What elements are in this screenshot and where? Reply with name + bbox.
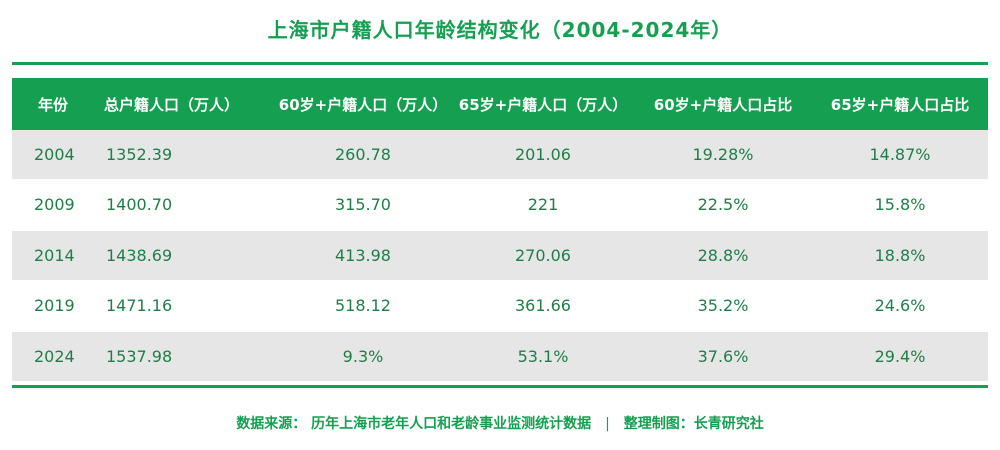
population-table: 年份 总户籍人口（万人） 60岁+户籍人口（万人） 65岁+户籍人口（万人） 6… — [12, 78, 988, 383]
header-60plus-share: 60岁+户籍人口占比 — [634, 78, 812, 130]
cell-year: 2014 — [12, 230, 104, 282]
cell-65plus-population: 221 — [452, 179, 634, 231]
cell-60plus-share: 35.2% — [634, 280, 812, 332]
cell-65plus-share: 14.87% — [812, 130, 988, 181]
cell-60plus-population: 9.3% — [274, 331, 452, 383]
cell-year: 2009 — [12, 179, 104, 231]
cell-total-population: 1352.39 — [104, 130, 274, 181]
cell-65plus-population: 361.66 — [452, 280, 634, 332]
cell-65plus-share: 15.8% — [812, 179, 988, 231]
header-60plus-population: 60岁+户籍人口（万人） — [274, 78, 452, 130]
top-divider — [12, 62, 988, 65]
footer-separator: | — [605, 416, 610, 432]
header-65plus-population: 65岁+户籍人口（万人） — [452, 78, 634, 130]
cell-total-population: 1471.16 — [104, 280, 274, 332]
cell-60plus-population: 315.70 — [274, 179, 452, 231]
cell-65plus-share: 24.6% — [812, 280, 988, 332]
cell-60plus-population: 518.12 — [274, 280, 452, 332]
cell-60plus-share: 22.5% — [634, 179, 812, 231]
cell-total-population: 1537.98 — [104, 331, 274, 383]
cell-60plus-share: 28.8% — [634, 230, 812, 282]
cell-60plus-share: 37.6% — [634, 331, 812, 383]
footer: 数据来源： 历年上海市老年人口和老龄事业监测统计数据 | 整理制图：长青研究社 — [0, 413, 1000, 433]
cell-60plus-share: 19.28% — [634, 130, 812, 181]
table-row: 2019 1471.16 518.12 361.66 35.2% 24.6% — [12, 280, 988, 332]
page-title: 上海市户籍人口年龄结构变化（2004-2024年） — [267, 18, 733, 42]
table-row: 2024 1537.98 9.3% 53.1% 37.6% 29.4% — [12, 331, 988, 383]
cell-total-population: 1438.69 — [104, 230, 274, 282]
cell-65plus-share: 29.4% — [812, 331, 988, 383]
table-header-row: 年份 总户籍人口（万人） 60岁+户籍人口（万人） 65岁+户籍人口（万人） 6… — [12, 78, 988, 130]
cell-60plus-population: 260.78 — [274, 130, 452, 181]
table-row: 2014 1438.69 413.98 270.06 28.8% 18.8% — [12, 230, 988, 282]
cell-65plus-population: 201.06 — [452, 130, 634, 181]
footer-source: 数据来源： 历年上海市老年人口和老龄事业监测统计数据 — [236, 416, 592, 432]
bottom-divider — [12, 385, 988, 388]
cell-65plus-population: 270.06 — [452, 230, 634, 282]
cell-total-population: 1400.70 — [104, 179, 274, 231]
cell-60plus-population: 413.98 — [274, 230, 452, 282]
cell-year: 2019 — [12, 280, 104, 332]
table-row: 2009 1400.70 315.70 221 22.5% 15.8% — [12, 179, 988, 231]
header-year: 年份 — [12, 78, 104, 130]
cell-65plus-population: 53.1% — [452, 331, 634, 383]
footer-credit: 整理制图：长青研究社 — [623, 416, 764, 432]
cell-65plus-share: 18.8% — [812, 230, 988, 282]
cell-year: 2024 — [12, 331, 104, 383]
header-65plus-share: 65岁+户籍人口占比 — [812, 78, 988, 130]
header-total-population: 总户籍人口（万人） — [104, 78, 274, 130]
table-row: 2004 1352.39 260.78 201.06 19.28% 14.87% — [12, 130, 988, 181]
cell-year: 2004 — [12, 130, 104, 181]
